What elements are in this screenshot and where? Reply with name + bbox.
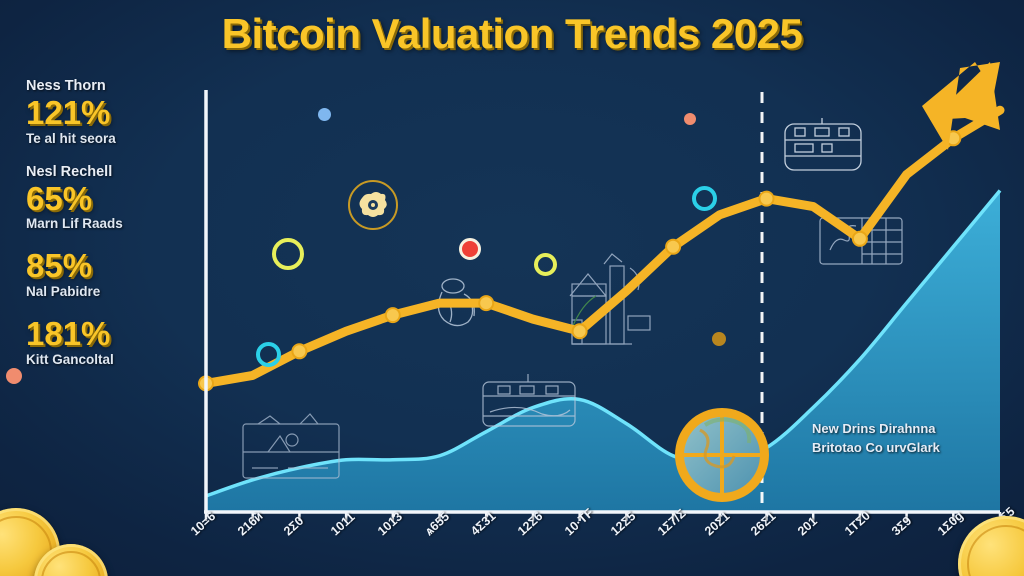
stat-value: 121% (26, 94, 111, 131)
stat-block: 85% Nal Pabidre (26, 249, 198, 299)
stats-sidebar: Ness Thorn 121% Te al hit seora Nesl Rec… (26, 78, 198, 385)
dot-cyan-ring-2 (692, 186, 717, 211)
bitcoin-coin-badge-icon (348, 180, 398, 230)
area-series-outline (205, 189, 1002, 498)
dot-salmon-edge (6, 368, 22, 384)
dot-red-solid (459, 238, 481, 260)
trend-marker (384, 307, 401, 324)
forecast-annotation-line2: Britotao Co urvGlark (812, 439, 940, 455)
stat-value: 85% (26, 247, 93, 285)
trend-line-markers (198, 130, 962, 392)
stat-subtitle: Kitt Gancoltal (26, 351, 114, 367)
page-title: Bitcoin Valuation Trends 2025 (221, 10, 803, 57)
dot-yellow-ring (272, 238, 304, 270)
trend-marker (758, 190, 775, 207)
forecast-annotation: New Drins Dirahnna Britotao Co urvGlark (812, 420, 940, 458)
machine-doodle-icon (482, 374, 576, 427)
trend-marker (291, 343, 308, 360)
stat-subtitle: Marn Lif Raads (26, 216, 123, 232)
trend-marker (478, 295, 495, 312)
dot-blue-solid (318, 108, 331, 121)
server-doodle-icon (784, 118, 862, 171)
factory-doodle-icon (242, 413, 340, 479)
stat-block: 181% Kitt Gancoltal (26, 314, 198, 367)
trend-marker (665, 238, 682, 255)
wallet-glyph-icon (359, 192, 387, 217)
stat-block: Nesl Rechell 65% Marn Lif Raads (26, 164, 198, 232)
stat-subtitle: Nal Pabidre (26, 283, 101, 299)
dot-yellow-ring-2 (534, 253, 557, 276)
stat-value: 65% (26, 179, 93, 217)
trend-marker (571, 323, 588, 340)
trend-line-series (201, 105, 1005, 388)
stat-heading: Ness Thorn (26, 78, 106, 94)
stat-value: 181% (26, 314, 111, 352)
stat-block: Ness Thorn 121% Te al hit seora (26, 78, 198, 146)
area-series (206, 190, 1000, 512)
globe-icon (675, 408, 769, 502)
forecast-annotation-line1: New Drins Dirahnna (812, 421, 936, 436)
dot-salmon-solid (684, 113, 696, 125)
x-axis-ticks (204, 512, 1002, 521)
stat-subtitle: Te al hit seora (26, 130, 116, 146)
stat-heading: Nesl Rechell (26, 163, 113, 180)
growth-arrow-icon (922, 62, 1000, 150)
dot-brown-solid (712, 332, 726, 346)
dot-cyan-ring (256, 342, 281, 367)
trend-marker (851, 230, 868, 247)
